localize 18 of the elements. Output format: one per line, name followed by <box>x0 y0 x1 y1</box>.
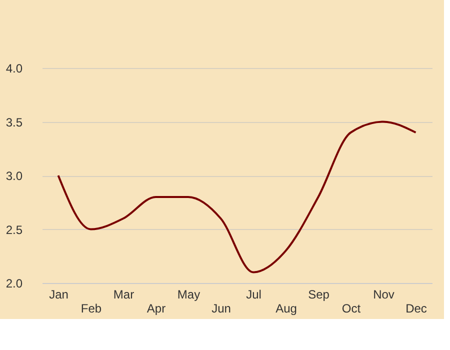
x-tick-label: May <box>177 288 200 302</box>
x-tick-label: Aug <box>276 302 297 316</box>
x-tick-label: Mar <box>113 288 134 302</box>
x-tick-label: Sep <box>308 288 330 302</box>
x-tick-label: Feb <box>80 302 102 316</box>
x-tick-label: Oct <box>342 302 362 316</box>
x-tick-label: Apr <box>146 302 166 316</box>
x-tick-label: Jun <box>212 302 231 316</box>
x-tick-label: Nov <box>373 288 394 302</box>
line-series <box>57 120 417 274</box>
x-tick-label: Jan <box>49 288 68 302</box>
x-tick-label: Jul <box>246 288 262 302</box>
y-tick-label: 2.5 <box>6 222 23 237</box>
y-tick-label: 2.0 <box>6 276 23 290</box>
x-tick-label: Dec <box>406 302 427 316</box>
y-tick-label: 4.0 <box>6 62 23 76</box>
y-tick-label: 3.5 <box>6 115 23 130</box>
y-tick-label: 3.0 <box>6 169 23 183</box>
